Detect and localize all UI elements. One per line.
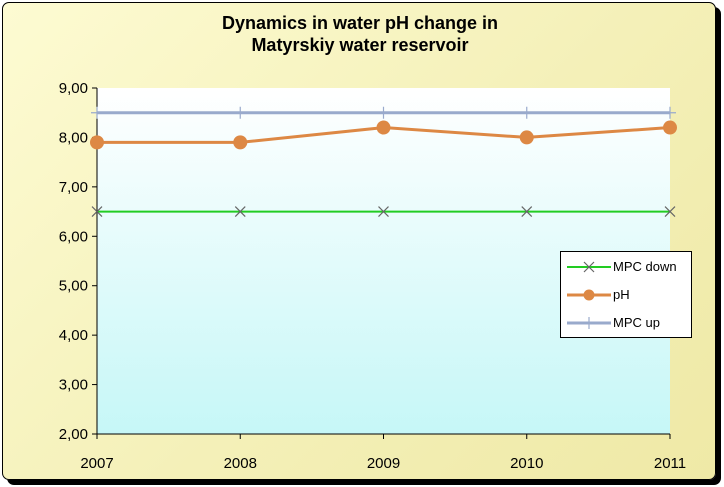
legend-swatch-mpc-up [567,317,611,329]
legend-item-ph: pH [561,285,691,305]
data-point-mpc-down [378,206,389,217]
chart-title-line-2: Matyrskiy water reservoir [251,35,469,55]
x-tick-label: 2010 [510,455,543,472]
x-tick-label: 2007 [80,455,113,472]
legend-label-mpc-up: MPC up [613,315,660,330]
data-point-ph [376,120,391,135]
data-point-ph [90,135,104,150]
y-tick-label: 5,00 [59,278,88,295]
data-point-ph [519,130,534,145]
chart-title: Dynamics in water pH change in Matyrskiy… [0,12,720,56]
legend-swatch-mpc-down [567,261,611,273]
legend-item-mpc-down: MPC down [561,257,691,277]
chart-title-line-1: Dynamics in water pH change in [221,13,499,33]
series-ph [90,120,677,150]
y-tick-label: 8,00 [59,129,88,146]
data-point-mpc-down [91,206,103,217]
legend: MPC down pH MPC up [560,251,692,338]
x-tick-label: 2011 [654,455,686,472]
y-tick-label: 7,00 [59,179,88,196]
y-tick-label: 6,00 [59,228,88,245]
y-tick-label: 9,00 [59,80,88,97]
legend-item-mpc-up: MPC up [561,313,691,333]
legend-label-mpc-down: MPC down [613,259,677,274]
series-layer [90,106,677,217]
legend-label-ph: pH [613,287,630,302]
axes: 2,00 3,00 4,00 5,00 6,00 7,00 8,00 9,00 2007 2008… [59,80,686,472]
series-mpc-down [91,206,676,217]
data-point-mpc-down [234,206,246,217]
data-point-mpc-down [521,206,533,217]
data-point-mpc-up [91,106,103,119]
data-point-mpc-up [520,106,533,119]
data-point-mpc-down [664,206,676,217]
data-point-ph [233,135,248,150]
data-point-ph [663,120,677,135]
y-tick-label: 2,00 [59,426,88,443]
y-tick-label: 3,00 [59,377,88,394]
data-point-mpc-up [234,106,247,119]
y-tick-label: 4,00 [59,327,88,344]
legend-swatch-ph [567,289,611,301]
x-tick-label: 2009 [367,455,400,472]
data-point-mpc-up [664,106,676,119]
series-mpc-up [91,106,676,119]
data-point-mpc-up [377,106,390,119]
x-tick-label: 2008 [224,455,257,472]
